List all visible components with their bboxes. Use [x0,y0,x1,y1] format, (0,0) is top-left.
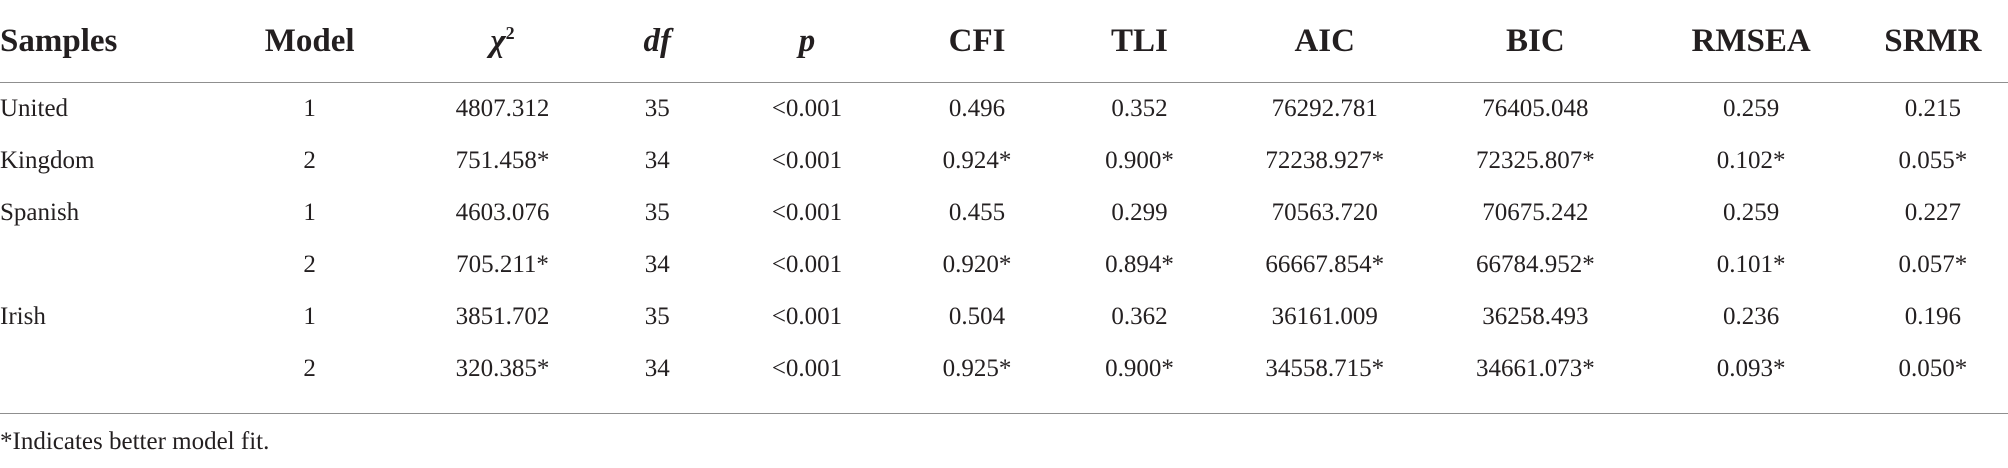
table-row: Kingdom 2 751.458* 34 <0.001 0.924* 0.90… [0,135,2008,187]
cell-bic: 36258.493 [1482,303,1589,330]
cell-df: 34 [644,251,670,278]
header-rmsea: RMSEA [1644,0,1858,83]
cell-p: <0.001 [771,199,843,226]
cell-cfi: 0.920* [942,251,1012,278]
cell-p: <0.001 [771,95,843,122]
table-body: United 1 4807.312 35 <0.001 0.496 0.352 … [0,83,2008,396]
table-row: Irish 1 3851.702 35 <0.001 0.504 0.362 3… [0,291,2008,343]
cell-srmr: 0.057* [1898,251,1968,278]
cell-model: 1 [303,303,316,330]
cell-model: 2 [303,355,316,382]
header-chi-superscript: 2 [505,22,515,43]
cell-p: <0.001 [771,147,843,174]
cell-bic: 66784.952* [1476,251,1595,278]
cell-srmr: 0.215 [1904,95,1961,122]
cell-cfi: 0.455 [948,199,1006,226]
table-footnote: *Indicates better model fit. [0,428,270,455]
cell-bic: 72325.807* [1476,147,1595,174]
header-model: Model [213,0,407,83]
cell-sample [0,343,213,395]
cell-tli: 0.299 [1111,199,1168,226]
cell-rmsea: 0.259 [1722,95,1780,122]
cell-rmsea: 0.259 [1722,199,1780,226]
cell-p: <0.001 [771,355,843,382]
cell-df: 34 [644,147,670,174]
cell-sample: United [0,95,69,122]
cell-srmr: 0.227 [1904,199,1961,226]
cell-srmr: 0.055* [1898,147,1968,174]
cell-chi2: 320.385* [455,355,550,382]
cell-rmsea: 0.102* [1716,147,1786,174]
cell-sample: Kingdom [0,147,95,174]
header-chi-symbol: χ [490,22,506,59]
model-fit-table: Samples Model χ2 df p CFI TLI AIC BIC RM… [0,0,2008,396]
cell-sample: Spanish [0,199,80,226]
cell-cfi: 0.496 [948,95,1006,122]
header-aic: AIC [1223,0,1427,83]
cell-p: <0.001 [771,251,843,278]
cell-sample [0,239,213,291]
header-row: Samples Model χ2 df p CFI TLI AIC BIC RM… [0,0,2008,83]
cell-df: 35 [644,303,670,330]
cell-bic: 76405.048 [1482,95,1589,122]
cell-model: 1 [303,199,316,226]
cell-tli: 0.362 [1111,303,1168,330]
cell-cfi: 0.925* [942,355,1012,382]
cell-tli: 0.352 [1111,95,1168,122]
cell-df: 34 [644,355,670,382]
table-row: United 1 4807.312 35 <0.001 0.496 0.352 … [0,83,2008,136]
cell-p: <0.001 [771,303,843,330]
header-samples: Samples [0,0,214,83]
cell-srmr: 0.196 [1904,303,1961,330]
header-chi-square: χ2 [406,0,599,83]
cell-model: 1 [303,95,316,122]
cell-model: 2 [303,251,316,278]
cell-rmsea: 0.236 [1722,303,1780,330]
cell-chi2: 3851.702 [455,303,550,330]
cell-aic: 70563.720 [1271,199,1378,226]
header-df: df [598,0,716,83]
cell-model: 2 [303,147,316,174]
cell-chi2: 4603.076 [455,199,550,226]
cell-aic: 66667.854* [1265,251,1385,278]
cell-df: 35 [644,95,670,122]
cell-chi2: 4807.312 [455,95,550,122]
header-srmr: SRMR [1857,0,2008,83]
cell-aic: 34558.715* [1265,355,1385,382]
cell-chi2: 705.211* [456,251,549,278]
cell-chi2: 751.458* [455,147,550,174]
table-row: 2 705.211* 34 <0.001 0.920* 0.894* 66667… [0,239,2008,291]
cell-cfi: 0.504 [948,303,1006,330]
cell-bic: 34661.073* [1476,355,1595,382]
cell-srmr: 0.050* [1898,355,1968,382]
table-bottom-rule [0,413,2008,414]
cell-tli: 0.900* [1105,355,1174,382]
header-p: p [715,0,899,83]
table-row: 2 320.385* 34 <0.001 0.925* 0.900* 34558… [0,343,2008,395]
cell-tli: 0.900* [1105,147,1174,174]
table-row: Spanish 1 4603.076 35 <0.001 0.455 0.299… [0,187,2008,239]
cell-df: 35 [644,199,670,226]
cell-rmsea: 0.093* [1716,355,1786,382]
header-bic: BIC [1426,0,1645,83]
cell-bic: 70675.242 [1482,199,1589,226]
header-tli: TLI [1055,0,1224,83]
cell-tli: 0.894* [1105,251,1174,278]
header-cfi: CFI [898,0,1056,83]
cell-sample: Irish [0,303,46,330]
cell-cfi: 0.924* [942,147,1012,174]
cell-aic: 36161.009 [1271,303,1378,330]
cell-aic: 72238.927* [1265,147,1385,174]
cell-rmsea: 0.101* [1716,251,1786,278]
cell-aic: 76292.781 [1271,95,1378,122]
